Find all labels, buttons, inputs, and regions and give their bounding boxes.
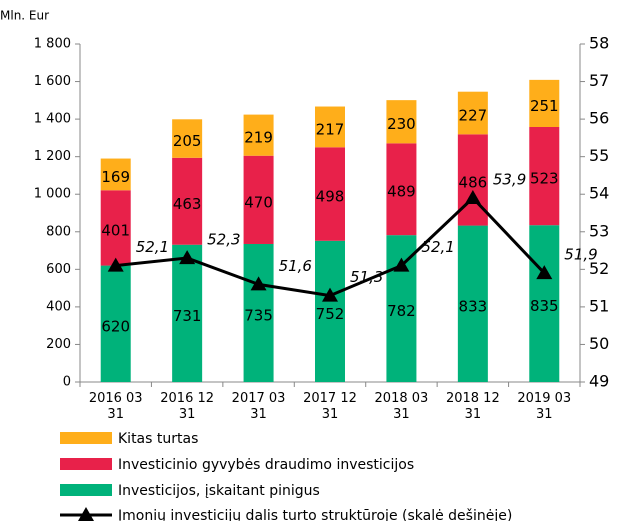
y-axis-label: Mln. Eur [0,9,49,23]
bar-segment [386,143,417,236]
bar-value-label: 463 [173,195,202,213]
bar-segment [243,155,274,244]
bar-segment [529,79,560,127]
bar-value-label: 833 [459,297,488,315]
bar-segment [457,91,488,135]
line-marker [393,257,410,272]
bar-segment [315,106,345,148]
y2-tick-label: 54 [589,184,609,203]
x-tick-label: 2018 03 31 [374,391,429,422]
y-tick-label: 200 [46,337,71,352]
y2-tick-label: 50 [589,334,609,353]
bar-segment [529,126,560,226]
bar-value-label: 523 [530,170,559,188]
bar-value-label: 489 [387,183,416,201]
line-value-label: 52,1 [421,238,454,256]
line-marker [107,257,124,272]
y-tick-label: 1 400 [34,112,71,127]
line-value-label: 52,3 [207,231,240,249]
bar-value-label: 470 [244,193,273,211]
bar-value-label: 227 [459,107,488,125]
y-tick-label: 1 600 [34,74,71,89]
line-value-label: 52,1 [136,238,169,256]
y-tick-label: 1 000 [34,187,71,202]
line-value-label: 51,9 [564,246,597,264]
bar-value-label: 251 [530,97,559,115]
line-value-label: 51,3 [350,268,383,286]
bar-segment [100,158,131,191]
legend-label: Investicinio gyvybės draudimo investicij… [118,457,414,473]
x-tick-label: 2017 03 31 [231,391,286,422]
bar-segment [100,190,131,266]
y2-tick-label: 53 [589,221,609,240]
bar-value-label: 731 [173,307,202,325]
bar-value-label: 620 [101,317,130,335]
bar-segment [315,147,345,241]
line-value-label: 51,6 [279,257,312,275]
bar-segment [100,265,131,382]
y2-tick-label: 51 [589,296,609,315]
bar-segment [172,119,203,158]
bar-segment [457,225,488,382]
line-marker [464,189,481,204]
line-marker [250,276,267,291]
bar-segment [243,114,274,156]
x-tick-label: 2016 12 31 [160,391,215,422]
x-tick-label: 2019 03 31 [517,391,572,422]
bar-segment [315,240,345,382]
y-tick-label: 0 [63,375,71,390]
line-marker [322,287,338,302]
legend-swatch [60,432,112,444]
legend-swatch [60,458,112,470]
bar-value-label: 486 [459,173,488,191]
bar-value-label: 835 [530,297,559,315]
line-marker [536,265,553,280]
bar-segment [172,244,203,382]
bar-value-label: 217 [316,120,345,138]
bar-value-label: 735 [244,306,273,324]
bar-value-label: 230 [387,115,416,133]
y2-tick-label: 56 [589,109,609,128]
y-tick-label: 1 200 [34,149,71,164]
legend-label: Įmonių investicijų dalis turto struktūro… [118,508,512,521]
bar-value-label: 752 [316,305,345,323]
bar-value-label: 782 [387,302,416,320]
bar-value-label: 219 [244,129,273,147]
legend-swatch [78,507,94,521]
y-tick-label: 600 [46,262,71,277]
y2-tick-label: 49 [589,372,609,391]
bar-value-label: 498 [316,188,345,206]
x-tick-label: 2018 12 31 [445,391,500,422]
y2-tick-label: 52 [589,259,609,278]
y2-tick-label: 57 [589,71,609,90]
y2-tick-label: 58 [589,34,609,53]
bar-value-label: 401 [101,221,130,239]
bar-segment [386,100,417,144]
legend-label: Kitas turtas [118,431,198,447]
legend-label: Investicijos, įskaitant pinigus [118,483,320,499]
bar-segment [243,243,274,382]
line-value-label: 53,9 [493,170,526,188]
line-marker [179,250,196,265]
y-tick-label: 800 [46,224,71,239]
x-tick-label: 2016 03 31 [88,391,143,422]
y2-tick-label: 55 [589,146,609,165]
y-tick-label: 1 800 [34,37,71,52]
y-tick-label: 400 [46,299,71,314]
bar-value-label: 205 [173,132,202,150]
bar-value-label: 169 [101,168,130,186]
bar-segment [529,225,560,382]
legend-swatch [60,484,112,496]
x-tick-label: 2017 12 31 [303,391,357,422]
bar-segment [172,157,203,245]
